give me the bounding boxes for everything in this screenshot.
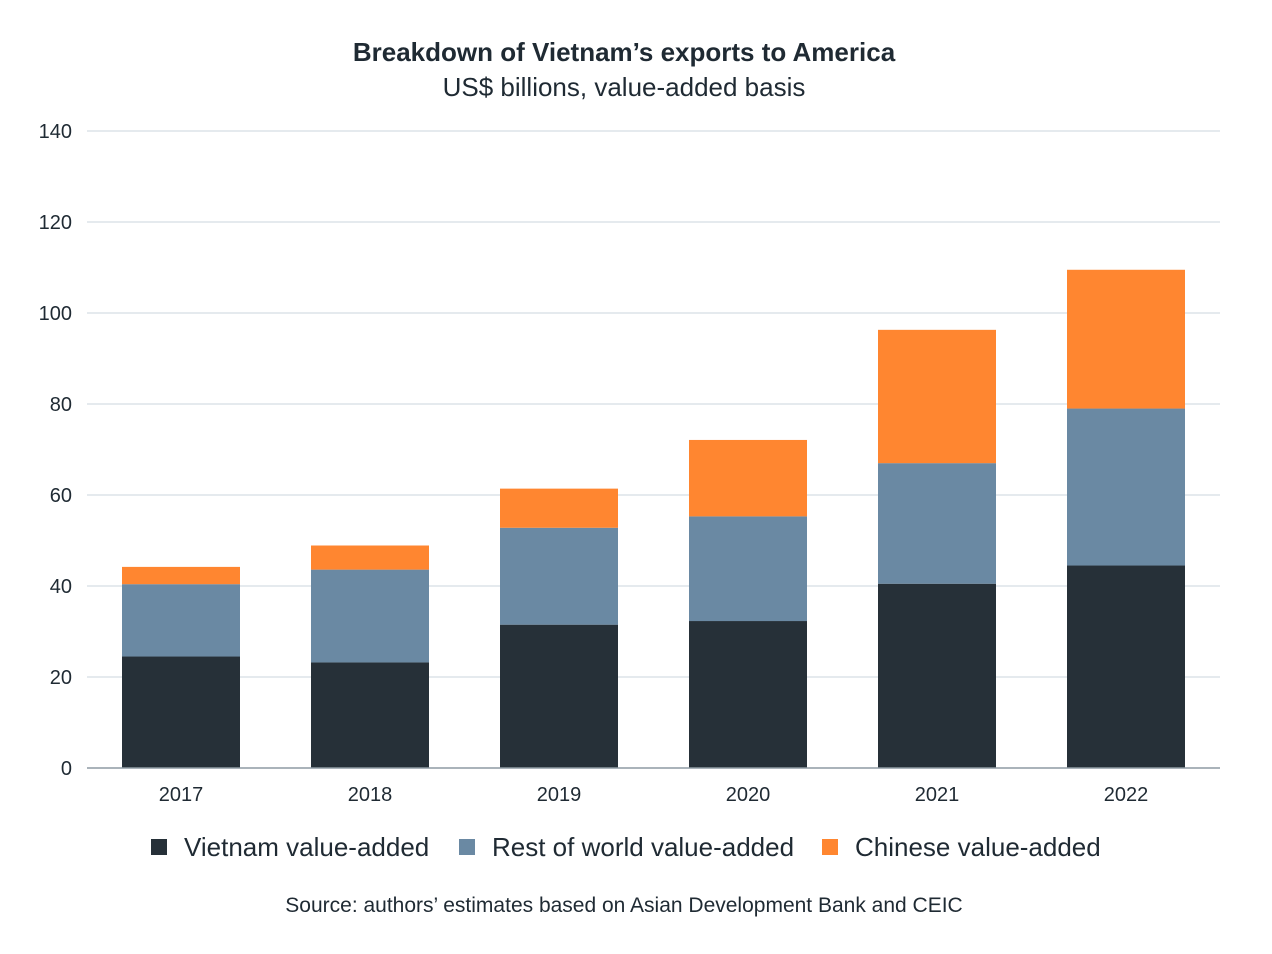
bar-2020-vietnam-value-added (689, 621, 807, 768)
legend-label: Chinese value-added (855, 832, 1101, 862)
y-tick-label: 40 (50, 576, 72, 598)
x-tick-label: 2018 (348, 784, 393, 806)
bar-2021-vietnam-value-added (878, 583, 996, 768)
y-tick-label: 140 (39, 121, 72, 143)
legend: Vietnam value-added Rest of world value-a… (151, 832, 1101, 862)
bar-2022-vietnam-value-added (1067, 565, 1185, 768)
legend-swatch (151, 839, 167, 855)
legend-swatch (822, 839, 838, 855)
y-tick-label: 20 (50, 667, 72, 689)
bar-2022-chinese-value-added (1067, 269, 1185, 409)
bar-2020-chinese-value-added (689, 439, 807, 517)
bar-2019-chinese-value-added (500, 488, 618, 528)
bar-2019-rest-of-world-value-added (500, 527, 618, 625)
bar-2017-chinese-value-added (122, 566, 240, 585)
chart-title: Breakdown of Vietnam’s exports to Americ… (353, 37, 896, 67)
bar-2018-rest-of-world-value-added (311, 569, 429, 663)
legend-swatch (459, 839, 475, 855)
bar-2022-rest-of-world-value-added (1067, 408, 1185, 566)
bar-2018-vietnam-value-added (311, 662, 429, 768)
y-tick-label: 0 (61, 758, 72, 780)
x-tick-label: 2020 (726, 784, 771, 806)
y-tick-label: 60 (50, 485, 72, 507)
bar-2017-rest-of-world-value-added (122, 584, 240, 657)
x-tick-label: 2019 (537, 784, 582, 806)
y-tick-label: 80 (50, 394, 72, 416)
y-tick-label: 100 (39, 303, 72, 325)
y-tick-label: 120 (39, 212, 72, 234)
bar-2021-rest-of-world-value-added (878, 463, 996, 584)
bar-2020-rest-of-world-value-added (689, 516, 807, 622)
bar-2019-vietnam-value-added (500, 624, 618, 768)
x-tick-label: 2021 (915, 784, 960, 806)
bar-2018-chinese-value-added (311, 545, 429, 570)
x-axis-ticks: 2017 2018 2019 2020 2021 2022 (159, 784, 1149, 806)
bar-2021-chinese-value-added (878, 329, 996, 464)
legend-label: Rest of world value-added (492, 832, 794, 862)
y-axis-ticks: 0 20 40 60 80 100 120 140 (39, 121, 72, 780)
chart-subtitle: US$ billions, value-added basis (443, 72, 806, 102)
bar-2017-vietnam-value-added (122, 656, 240, 768)
bars (122, 269, 1185, 768)
x-tick-label: 2022 (1104, 784, 1149, 806)
legend-label: Vietnam value-added (184, 832, 429, 862)
source-note: Source: authors’ estimates based on Asia… (285, 894, 962, 917)
gridlines (87, 130, 1220, 678)
x-tick-label: 2017 (159, 784, 204, 806)
